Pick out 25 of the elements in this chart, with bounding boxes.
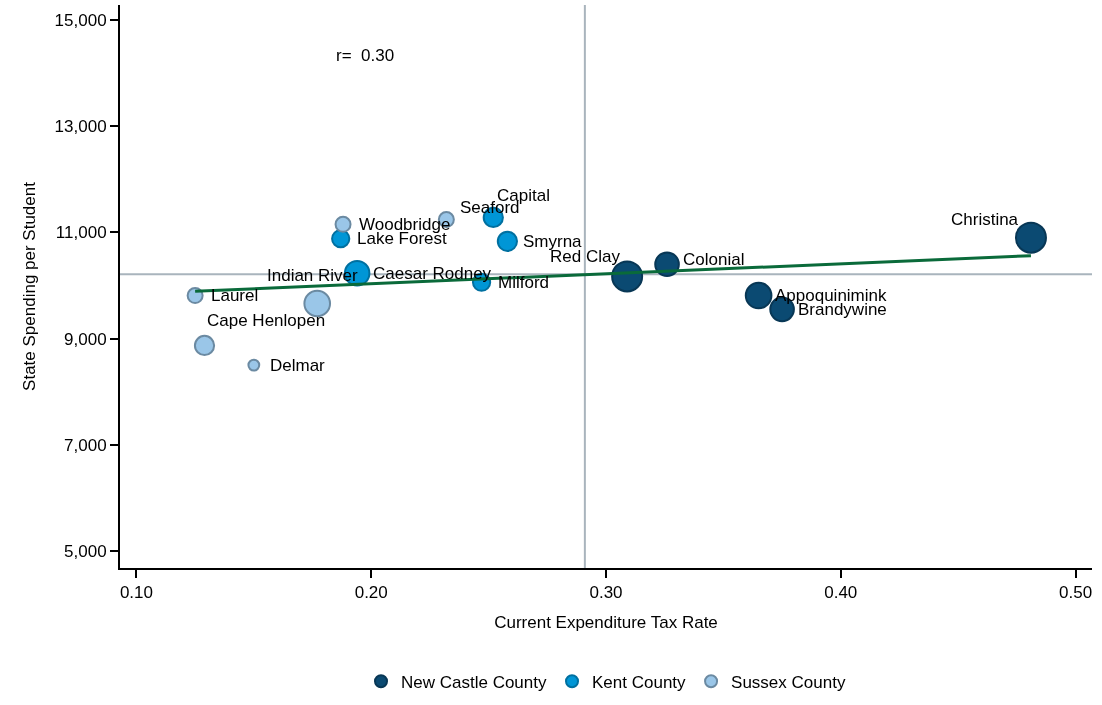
annotation: Laurel — [211, 286, 259, 305]
y-axis-title: State Spending per Student — [19, 181, 39, 391]
annotation: Milford — [498, 273, 550, 292]
y-tick-label: 5,000 — [64, 541, 107, 561]
annotation: Cape Henlopen — [207, 311, 326, 330]
x-tick-label: 0.10 — [119, 583, 153, 603]
x-axis-title: Current Expenditure Tax Rate — [494, 613, 718, 633]
y-tick-label: 13,000 — [54, 117, 107, 137]
y-tick-label: 11,000 — [55, 223, 107, 243]
annotation: Delmar — [270, 356, 326, 375]
y-tick-label: 15,000 — [54, 10, 107, 30]
annotation: Caesar Rodney — [373, 264, 492, 283]
annotation: r= 0.30 — [336, 46, 395, 65]
y-tick-label: 7,000 — [64, 435, 107, 455]
legend-label: Sussex County — [731, 672, 846, 692]
x-tick-label: 0.50 — [1059, 583, 1093, 603]
x-tick-label: 0.30 — [589, 583, 623, 603]
legend-label: New Castle County — [401, 672, 547, 692]
annotation: Christina — [951, 210, 1019, 229]
annotation: Colonial — [683, 250, 745, 269]
annotation: Smyrna — [523, 232, 583, 251]
y-tick-label: 9,000 — [64, 329, 107, 349]
legend-label: Kent County — [592, 672, 687, 692]
x-tick-label: 0.20 — [354, 583, 388, 603]
x-tick-label: 0.40 — [824, 583, 858, 603]
